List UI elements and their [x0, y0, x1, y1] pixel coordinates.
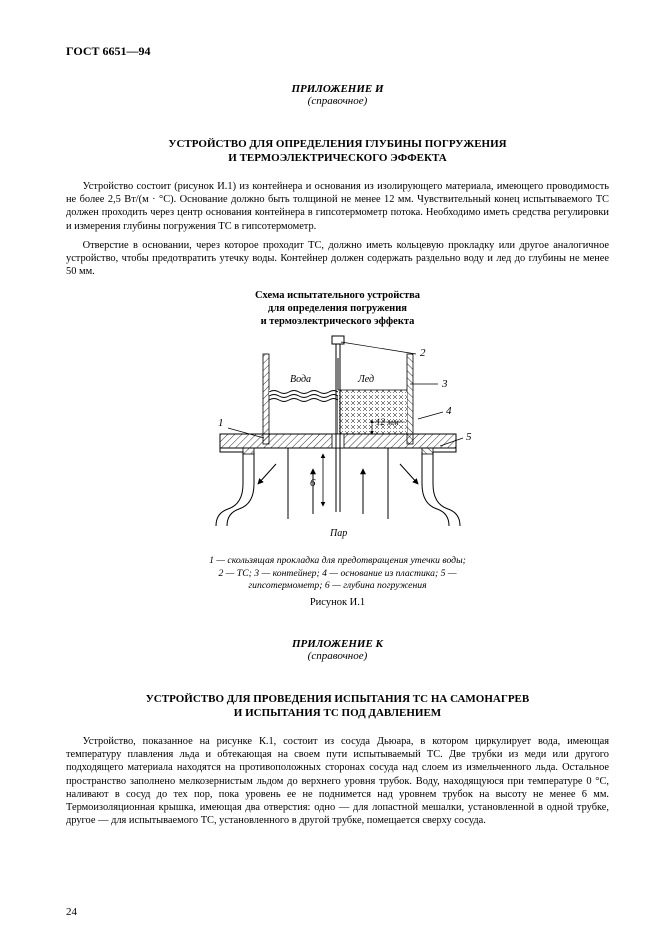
appendix-i-title-line1: УСТРОЙСТВО ДЛЯ ОПРЕДЕЛЕНИЯ ГЛУБИНЫ ПОГРУ…	[168, 138, 506, 150]
label-steam: Пар	[329, 528, 347, 539]
appendix-k-label: ПРИЛОЖЕНИЕ К	[66, 638, 609, 650]
page-number: 24	[66, 906, 77, 918]
appendix-i-label: ПРИЛОЖЕНИЕ И	[66, 83, 609, 95]
scheme-title-l2: для определения погружения	[268, 303, 407, 314]
callout-4: 4	[446, 405, 452, 417]
callout-2: 2	[420, 347, 426, 359]
appendix-k: ПРИЛОЖЕНИЕ К (справочное) УСТРОЙСТВО ДЛЯ…	[66, 638, 609, 828]
figure-i1-legend: 1 — скользящая прокладка для предотвраще…	[208, 555, 468, 593]
figure-i1: Вода Лед 12 мм Пар 1 2 3 4 5 6	[158, 334, 518, 549]
callout-3: 3	[441, 378, 448, 390]
appendix-k-title-line1: УСТРОЙСТВО ДЛЯ ПРОВЕДЕНИЯ ИСПЫТАНИЯ ТС Н…	[146, 693, 530, 705]
diagram-svg: Вода Лед 12 мм Пар 1 2 3 4 5 6	[158, 334, 518, 549]
callout-6: 6	[310, 477, 316, 489]
appendix-k-title: УСТРОЙСТВО ДЛЯ ПРОВЕДЕНИЯ ИСПЫТАНИЯ ТС Н…	[66, 692, 609, 721]
callout-5: 5	[466, 431, 472, 443]
page: ГОСТ 6651—94 ПРИЛОЖЕНИЕ И (справочное) У…	[0, 0, 661, 936]
appendix-i-note: (справочное)	[66, 95, 609, 107]
label-12mm: 12 мм	[376, 417, 399, 427]
scheme-title-l3: и термоэлектрического эффекта	[261, 316, 415, 327]
label-water: Вода	[290, 374, 311, 385]
document-id: ГОСТ 6651—94	[66, 44, 609, 59]
callout-1: 1	[218, 417, 224, 429]
scheme-title-l1: Схема испытательного устройства	[255, 290, 420, 301]
appendix-k-note: (справочное)	[66, 650, 609, 662]
appendix-i-p2: Отверстие в основании, через которое про…	[66, 239, 609, 279]
appendix-k-p1: Устройство, показанное на рисунке К.1, с…	[66, 735, 609, 828]
label-ice: Лед	[357, 374, 374, 385]
appendix-i: ПРИЛОЖЕНИЕ И (справочное) УСТРОЙСТВО ДЛЯ…	[66, 83, 609, 608]
figure-i1-caption: Рисунок И.1	[66, 597, 609, 608]
appendix-k-title-line2: И ИСПЫТАНИЯ ТС ПОД ДАВЛЕНИЕМ	[234, 707, 441, 719]
appendix-i-title-line2: И ТЕРМОЭЛЕКТРИЧЕСКОГО ЭФФЕКТА	[228, 152, 446, 164]
appendix-i-title: УСТРОЙСТВО ДЛЯ ОПРЕДЕЛЕНИЯ ГЛУБИНЫ ПОГРУ…	[66, 137, 609, 166]
scheme-title: Схема испытательного устройства для опре…	[66, 289, 609, 328]
appendix-i-p1: Устройство состоит (рисунок И.1) из конт…	[66, 180, 609, 233]
